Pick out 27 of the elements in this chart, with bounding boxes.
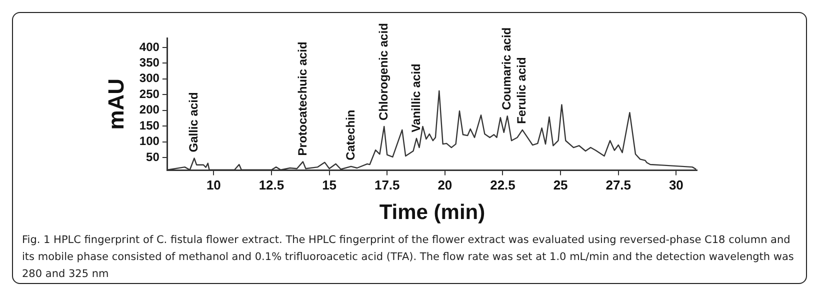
y-tick-label: 50 xyxy=(146,150,160,164)
annotation: Vanillic acid xyxy=(408,64,423,132)
x-tick-label: 12.5 xyxy=(258,178,284,193)
y-tick-label: 350 xyxy=(139,55,160,70)
y-tick-label: 300 xyxy=(139,71,160,86)
annotation: Chlorogenic acid xyxy=(376,23,390,120)
y-tick-label: 150 xyxy=(139,118,160,132)
annotation: Protocatechuic acid xyxy=(295,42,310,156)
annotation: Coumaric acid xyxy=(500,27,514,110)
annotation: Ferulic acid xyxy=(514,57,529,124)
x-tick-label: 25 xyxy=(553,178,568,193)
y-tick-label: 200 xyxy=(139,102,160,117)
y-tick-label: 250 xyxy=(139,86,160,101)
x-tick-label: 20 xyxy=(438,178,452,193)
x-axis-title: Time (min) xyxy=(379,201,486,224)
x-tick-label: 27.5 xyxy=(606,178,632,193)
annotation: Catechin xyxy=(343,110,358,160)
x-tick-label: 10 xyxy=(206,178,221,193)
y-axis-title: mAU xyxy=(103,78,128,130)
x-tick-label: 15 xyxy=(322,178,337,193)
x-tick-label: 17.5 xyxy=(374,178,400,193)
x-tick-label: 30 xyxy=(668,178,684,193)
y-tick-label: 400 xyxy=(139,40,160,54)
annotation: Gallic acid xyxy=(186,92,201,152)
y-tick-label: 100 xyxy=(139,134,160,148)
caption: Fig. 1 HPLC fingerprint of C. fistula flower extract. The HPLC fingerprint of the flower extract was evaluated using reversed-phase C18 column and its mobile phase consisted of methanol and 0.1% trifluoroacetic acid (TFA). The flow rate was set at 1.0 mL/min and the detection wavelength was 280 and 325 nm xyxy=(22,233,795,282)
x-tick-label: 22.5 xyxy=(490,178,516,193)
